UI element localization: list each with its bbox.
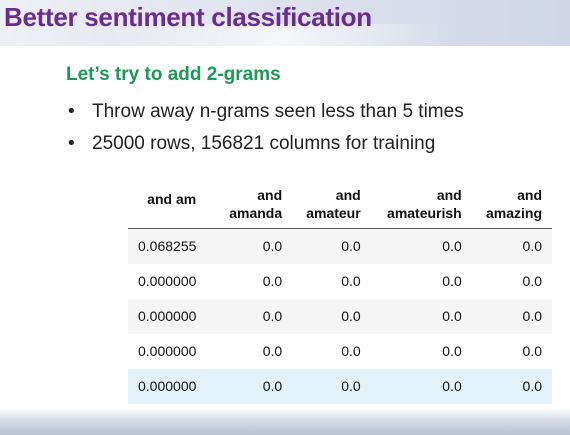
- title-bar-decoration: [110, 24, 450, 46]
- table-cell: 0.0: [471, 368, 552, 404]
- table-cell: 0.0: [215, 263, 293, 299]
- bullet-list: • Throw away n-grams seen less than 5 tim…: [68, 96, 464, 160]
- table-cell: 0.0: [292, 333, 371, 369]
- table-cell: 0.0: [370, 298, 472, 334]
- table-cell: 0.0: [370, 368, 472, 404]
- table-row: 0.068255 0.0 0.0 0.0 0.0: [128, 228, 552, 264]
- table-cell: 0.0: [292, 263, 371, 299]
- slide-subtitle: Let’s try to add 2-grams: [66, 64, 281, 85]
- table-cell: 0.0: [471, 333, 552, 369]
- column-header: and amateurish: [370, 176, 472, 229]
- column-header: and amazing: [471, 176, 552, 229]
- table-cell: 0.0: [292, 228, 371, 264]
- bullet-text: Throw away n-grams seen less than 5 time…: [92, 101, 464, 122]
- table-cell: 0.0: [471, 298, 552, 334]
- bullet-dot-icon: •: [68, 133, 75, 154]
- table-cell: 0.000000: [128, 368, 216, 404]
- table-cell: 0.0: [215, 333, 293, 369]
- slide-title: Better sentiment classification: [4, 2, 372, 32]
- table-cell: 0.0: [215, 368, 293, 404]
- table-cell: 0.000000: [128, 298, 216, 334]
- table-cell: 0.000000: [128, 333, 216, 369]
- table-cell: 0.0: [215, 228, 293, 264]
- bullet-text: 25000 rows, 156821 columns for training: [92, 133, 436, 154]
- table-cell: 0.000000: [128, 263, 216, 299]
- table-cell: 0.0: [215, 298, 293, 334]
- table-cell: 0.0: [471, 228, 552, 264]
- bullet-item: • Throw away n-grams seen less than 5 tim…: [68, 96, 464, 128]
- table-cell: 0.0: [471, 263, 552, 299]
- table-cell: 0.0: [370, 228, 472, 264]
- column-header: and amanda: [215, 176, 293, 229]
- dataframe-table: and am and amanda and amateur and amateuris…: [128, 176, 552, 404]
- dataframe-table-container: and am and amanda and amateur and amateuris…: [128, 176, 552, 404]
- column-header: and amateur: [292, 176, 371, 229]
- column-header: and am: [128, 176, 216, 229]
- table-cell: 0.0: [370, 333, 472, 369]
- bullet-item: • 25000 rows, 156821 columns for training: [68, 128, 464, 160]
- table-cell: 0.068255: [128, 228, 216, 264]
- table-row: 0.000000 0.0 0.0 0.0 0.0: [128, 333, 552, 369]
- bullet-dot-icon: •: [68, 101, 75, 122]
- title-bar: Better sentiment classification: [0, 0, 570, 46]
- table-header-row: and am and amanda and amateur and amateuris…: [128, 176, 552, 229]
- table-row-highlighted: 0.000000 0.0 0.0 0.0 0.0: [128, 368, 552, 404]
- table-row: 0.000000 0.0 0.0 0.0 0.0: [128, 298, 552, 334]
- table-cell: 0.0: [370, 263, 472, 299]
- table-cell: 0.0: [292, 298, 371, 334]
- slide-bottom-decoration: [0, 408, 570, 435]
- table-cell: 0.0: [292, 368, 371, 404]
- table-row: 0.000000 0.0 0.0 0.0 0.0: [128, 263, 552, 299]
